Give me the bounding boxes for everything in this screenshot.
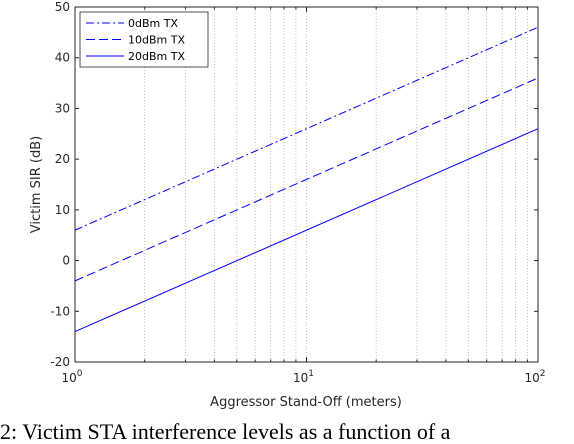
x-axis: 100 101 102 xyxy=(61,7,546,385)
x-tick-base: 10 xyxy=(61,371,76,385)
y-tick-label: 40 xyxy=(55,51,70,65)
x-axis-label: Aggressor Stand-Off (meters) xyxy=(210,395,402,410)
series-line xyxy=(74,77,539,282)
y-tick-label: -10 xyxy=(50,304,70,318)
x-tick-base: 10 xyxy=(524,371,539,385)
y-axis-label: Victim SIR (dB) xyxy=(29,136,44,233)
x-tick-exponent: 2 xyxy=(540,369,546,379)
legend-label: 20dBm TX xyxy=(128,50,185,63)
x-tick-label: 100 xyxy=(61,369,82,385)
y-tick-label: 10 xyxy=(55,203,70,217)
x-tick-exponent: 0 xyxy=(77,369,83,379)
legend: 0dBm TX 10dBm TX 20dBm TX xyxy=(79,11,209,68)
legend-label: 0dBm TX xyxy=(128,17,178,30)
series-line xyxy=(74,128,539,333)
x-tick-exponent: 1 xyxy=(308,369,314,379)
y-tick-label: 0 xyxy=(62,254,70,268)
series-line xyxy=(74,26,539,231)
x-tick-label: 101 xyxy=(293,369,314,385)
series-lines xyxy=(74,26,539,333)
y-tick-label: -20 xyxy=(50,355,70,369)
y-tick-label: 30 xyxy=(55,101,70,115)
y-tick-label: 20 xyxy=(55,152,70,166)
x-tick-base: 10 xyxy=(293,371,308,385)
x-tick-label: 102 xyxy=(524,369,545,385)
y-tick-label: 50 xyxy=(55,0,70,14)
legend-label: 10dBm TX xyxy=(128,34,185,47)
y-axis: -20 -10 0 10 20 30 40 50 xyxy=(50,0,538,369)
figure-caption: 2: Victim STA interference levels as a f… xyxy=(0,420,451,444)
